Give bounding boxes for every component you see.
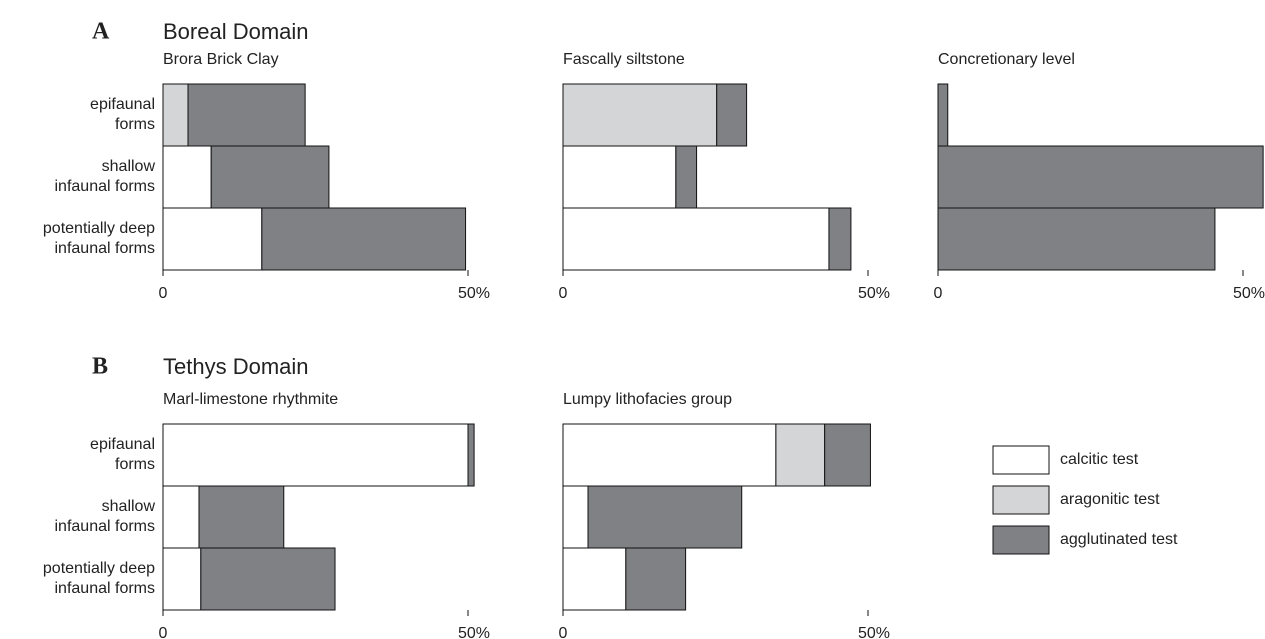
category-line: forms (115, 456, 155, 473)
bar-segment (562, 83, 718, 147)
bar-segment (716, 83, 748, 147)
bar-segment (824, 423, 871, 487)
legend-label: aragonitic test (1060, 491, 1160, 508)
category-line: shallow (102, 498, 156, 515)
x-tick-label: 0 (559, 285, 568, 302)
x-tick-label: 0 (159, 625, 168, 639)
x-tick-label: 0 (559, 625, 568, 639)
bar-segment (562, 145, 677, 209)
category-line: potentially deep (43, 220, 155, 237)
category-line: epifaunal (90, 96, 155, 113)
x-tick-label: 50% (858, 625, 890, 639)
bar-segment (162, 207, 263, 271)
panel-title: Fascally siltstone (563, 51, 685, 68)
bar-segment (261, 207, 467, 271)
bar-segment (775, 423, 826, 487)
bar-segment (200, 547, 336, 611)
bar-segment (162, 485, 200, 549)
bar-segment (162, 83, 189, 147)
category-label: potentially deep infaunal forms (43, 560, 155, 597)
legend-swatch (992, 525, 1050, 555)
bar-segment (187, 83, 306, 147)
legend-label: agglutinated test (1060, 531, 1178, 548)
bar-segment (937, 145, 1264, 209)
panel-title: Brora Brick Clay (163, 51, 279, 68)
bar-segment (162, 423, 469, 487)
category-label: shallow infaunal forms (55, 498, 156, 535)
category-line: forms (115, 116, 155, 133)
category-label: shallow infaunal forms (55, 158, 156, 195)
bar-segment (562, 207, 830, 271)
category-line: infaunal forms (55, 240, 156, 257)
bar-segment (625, 547, 687, 611)
bar-segment (937, 207, 1216, 271)
category-label: epifaunal forms (90, 436, 155, 473)
section-letter: A (92, 19, 110, 45)
category-label: epifaunal forms (90, 96, 155, 133)
category-line: infaunal forms (55, 178, 156, 195)
bar-segment (210, 145, 330, 209)
category-line: infaunal forms (55, 518, 156, 535)
category-line: epifaunal (90, 436, 155, 453)
category-line: infaunal forms (55, 580, 156, 597)
section-title: Boreal Domain (163, 19, 309, 44)
bar-segment (828, 207, 852, 271)
bar-segment (467, 423, 475, 487)
x-tick-label: 50% (858, 285, 890, 302)
bar-segment (675, 145, 698, 209)
bar-segment (162, 547, 202, 611)
bar-segment (562, 423, 777, 487)
x-tick-label: 0 (934, 285, 943, 302)
legend-label: calcitic test (1060, 451, 1139, 468)
category-line: potentially deep (43, 560, 155, 577)
category-line: shallow (102, 158, 156, 175)
bar-segment (937, 83, 949, 147)
legend-swatch (992, 485, 1050, 515)
category-label: potentially deep infaunal forms (43, 220, 155, 257)
bar-segment (162, 145, 212, 209)
section-letter: B (92, 354, 108, 380)
x-tick-label: 0 (159, 285, 168, 302)
panel-title: Concretionary level (938, 51, 1075, 68)
bar-segment (587, 485, 743, 549)
bar-segment (562, 547, 627, 611)
section-title: Tethys Domain (163, 354, 309, 379)
panel-title: Marl-limestone rhythmite (163, 391, 338, 408)
bar-segment (562, 485, 589, 549)
panel-title: Lumpy lithofacies group (563, 391, 732, 408)
x-tick-label: 50% (458, 285, 490, 302)
x-tick-label: 50% (1233, 285, 1265, 302)
legend-swatch (992, 445, 1050, 475)
x-tick-label: 50% (458, 625, 490, 639)
bar-segment (198, 485, 285, 549)
